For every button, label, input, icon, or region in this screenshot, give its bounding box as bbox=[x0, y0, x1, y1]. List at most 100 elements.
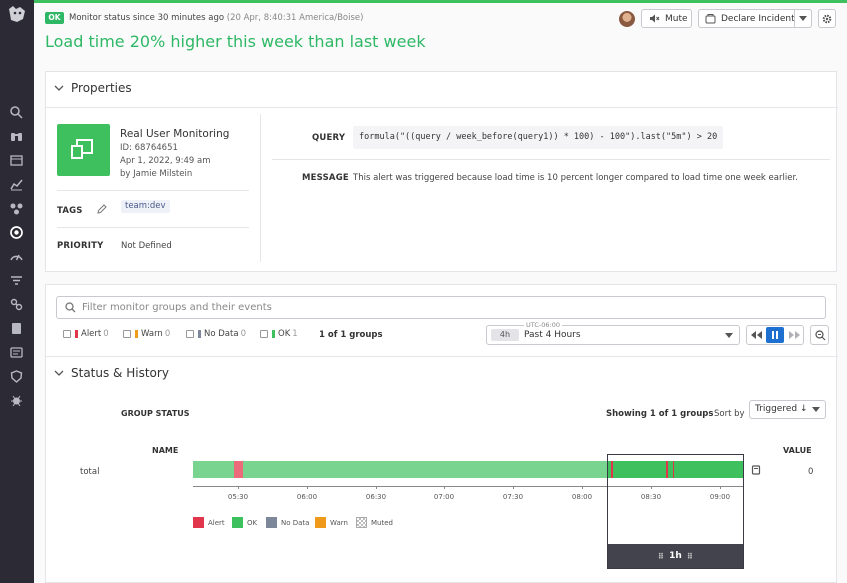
notebook-icon[interactable] bbox=[751, 465, 761, 475]
monitor-id: ID: 68764651 bbox=[120, 143, 178, 153]
apm-icon[interactable] bbox=[9, 249, 24, 264]
axis-tick-label: 08:00 bbox=[571, 493, 593, 501]
notebook-icon[interactable] bbox=[9, 321, 24, 336]
axis-tick bbox=[513, 486, 514, 489]
caret-down-icon bbox=[799, 16, 807, 21]
status-badge: OK bbox=[45, 12, 64, 24]
pause-button[interactable] bbox=[766, 327, 784, 343]
properties-toggle[interactable]: Properties bbox=[54, 81, 132, 95]
value-column-header: VALUE bbox=[783, 446, 812, 455]
divider bbox=[46, 356, 838, 357]
alert-segment[interactable] bbox=[234, 461, 243, 478]
status-text: Monitor status since 30 minutes ago bbox=[69, 13, 225, 23]
legend-swatch bbox=[232, 517, 243, 528]
binoculars-icon[interactable] bbox=[9, 129, 24, 144]
legend-nodata: No Data bbox=[266, 517, 309, 528]
axis-tick-label: 05:30 bbox=[227, 493, 249, 501]
row-value: 0 bbox=[808, 467, 814, 477]
timezone-label: UTC-06:00 bbox=[524, 321, 562, 329]
ok-swatch bbox=[272, 330, 275, 338]
legend-label: No Data bbox=[281, 518, 310, 527]
checkbox[interactable] bbox=[186, 330, 194, 338]
checkbox[interactable] bbox=[260, 330, 268, 338]
alert-segment[interactable] bbox=[666, 461, 668, 478]
zoom-out-icon bbox=[815, 330, 826, 341]
datadog-logo-icon[interactable] bbox=[7, 5, 27, 23]
rum-badge bbox=[57, 124, 110, 176]
dashboard-icon[interactable] bbox=[9, 153, 24, 168]
priority-label: PRIORITY bbox=[57, 241, 104, 251]
created-date: Apr 1, 2022, 9:49 am bbox=[120, 156, 211, 166]
avatar[interactable] bbox=[619, 11, 635, 27]
legend-label: OK bbox=[247, 518, 258, 527]
search-icon bbox=[65, 302, 76, 313]
settings-button[interactable] bbox=[818, 9, 836, 28]
chevron-down-icon bbox=[54, 85, 64, 91]
mute-button[interactable]: Mute bbox=[641, 9, 692, 28]
message-value: This alert was triggered because load ti… bbox=[353, 173, 798, 183]
nodata-label: No Data bbox=[204, 329, 239, 339]
divider bbox=[57, 190, 249, 191]
main-content: OK Monitor status since 30 minutes ago (… bbox=[34, 3, 847, 583]
logs-icon[interactable] bbox=[9, 345, 24, 360]
zoom-out-button[interactable] bbox=[810, 325, 829, 345]
declare-incident-label: Declare Incident bbox=[721, 13, 795, 24]
axis-tick bbox=[582, 486, 583, 489]
declare-incident-dropdown[interactable] bbox=[794, 9, 812, 28]
bug-icon[interactable] bbox=[9, 393, 24, 408]
filter-alert[interactable]: Alert 0 bbox=[63, 329, 109, 339]
metrics-icon[interactable] bbox=[9, 177, 24, 192]
axis-tick-label: 07:30 bbox=[502, 493, 524, 501]
tag-chip[interactable]: team:dev bbox=[121, 200, 170, 213]
filter-nodata[interactable]: No Data 0 bbox=[186, 329, 246, 339]
sort-select[interactable]: Triggered ↓ bbox=[749, 400, 826, 419]
axis-tick-label: 09:00 bbox=[709, 493, 731, 501]
search-icon[interactable] bbox=[9, 105, 24, 120]
divider bbox=[57, 227, 249, 228]
chevron-down-icon bbox=[54, 370, 64, 376]
axis-tick-label: 06:00 bbox=[296, 493, 318, 501]
alert-segment[interactable] bbox=[673, 461, 674, 478]
warn-count: 0 bbox=[164, 329, 171, 339]
status-timeline-bar[interactable] bbox=[193, 461, 744, 478]
alert-segment[interactable] bbox=[611, 461, 613, 478]
window-label: 1h bbox=[669, 551, 682, 561]
ok-segment[interactable] bbox=[607, 461, 744, 478]
legend-label: Alert bbox=[208, 518, 225, 527]
window-handle[interactable]: ⠿ 1h ⠿ bbox=[608, 544, 743, 568]
nodata-count: 0 bbox=[240, 329, 246, 339]
group-status-label: GROUP STATUS bbox=[121, 409, 190, 418]
fast-forward-icon[interactable] bbox=[789, 331, 800, 339]
security-icon[interactable] bbox=[9, 369, 24, 384]
drag-handle-icon: ⠿ bbox=[657, 551, 665, 561]
filter-warn[interactable]: Warn 0 bbox=[123, 329, 170, 339]
pencil-icon[interactable] bbox=[97, 204, 107, 214]
caret-down-icon bbox=[725, 333, 733, 338]
alert-count: 0 bbox=[103, 329, 109, 339]
rewind-icon[interactable] bbox=[751, 331, 762, 339]
legend-ok: OK bbox=[232, 517, 257, 528]
status-history-panel: Filter monitor groups and their events A… bbox=[45, 284, 838, 583]
checkbox[interactable] bbox=[123, 330, 131, 338]
status-history-heading: Status & History bbox=[71, 366, 169, 380]
integrations-icon[interactable] bbox=[9, 201, 24, 216]
ci-icon[interactable] bbox=[9, 273, 24, 288]
time-badge: 4h bbox=[491, 329, 519, 341]
divider bbox=[46, 107, 838, 108]
legend-swatch bbox=[356, 517, 367, 528]
top-accent-bar bbox=[0, 0, 847, 3]
filter-groups-input[interactable]: Filter monitor groups and their events bbox=[56, 296, 826, 319]
checkbox[interactable] bbox=[63, 330, 71, 338]
time-range-select[interactable]: 4h Past 4 Hours bbox=[486, 325, 740, 345]
monitors-icon[interactable] bbox=[9, 225, 24, 240]
time-window-selector[interactable]: ⠿ 1h ⠿ bbox=[607, 454, 744, 569]
status-history-toggle[interactable]: Status & History bbox=[54, 366, 169, 380]
time-range-label: Past 4 Hours bbox=[524, 330, 581, 340]
query-label: QUERY bbox=[312, 133, 346, 143]
nodata-swatch bbox=[198, 330, 201, 338]
time-axis bbox=[193, 486, 744, 487]
filter-ok[interactable]: OK 1 bbox=[260, 329, 298, 339]
groups-count: 1 of 1 groups bbox=[319, 330, 383, 340]
link-icon[interactable] bbox=[9, 297, 24, 312]
ok-label: OK bbox=[278, 329, 291, 339]
